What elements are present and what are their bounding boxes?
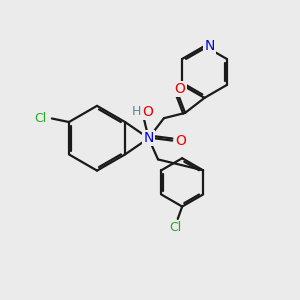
Text: O: O: [142, 105, 153, 119]
Text: N: N: [143, 131, 154, 145]
Text: N: N: [205, 39, 215, 53]
Text: O: O: [175, 134, 186, 148]
Text: Cl: Cl: [34, 112, 47, 125]
Text: H: H: [131, 105, 141, 118]
Text: Cl: Cl: [169, 220, 182, 234]
Text: O: O: [175, 82, 185, 96]
